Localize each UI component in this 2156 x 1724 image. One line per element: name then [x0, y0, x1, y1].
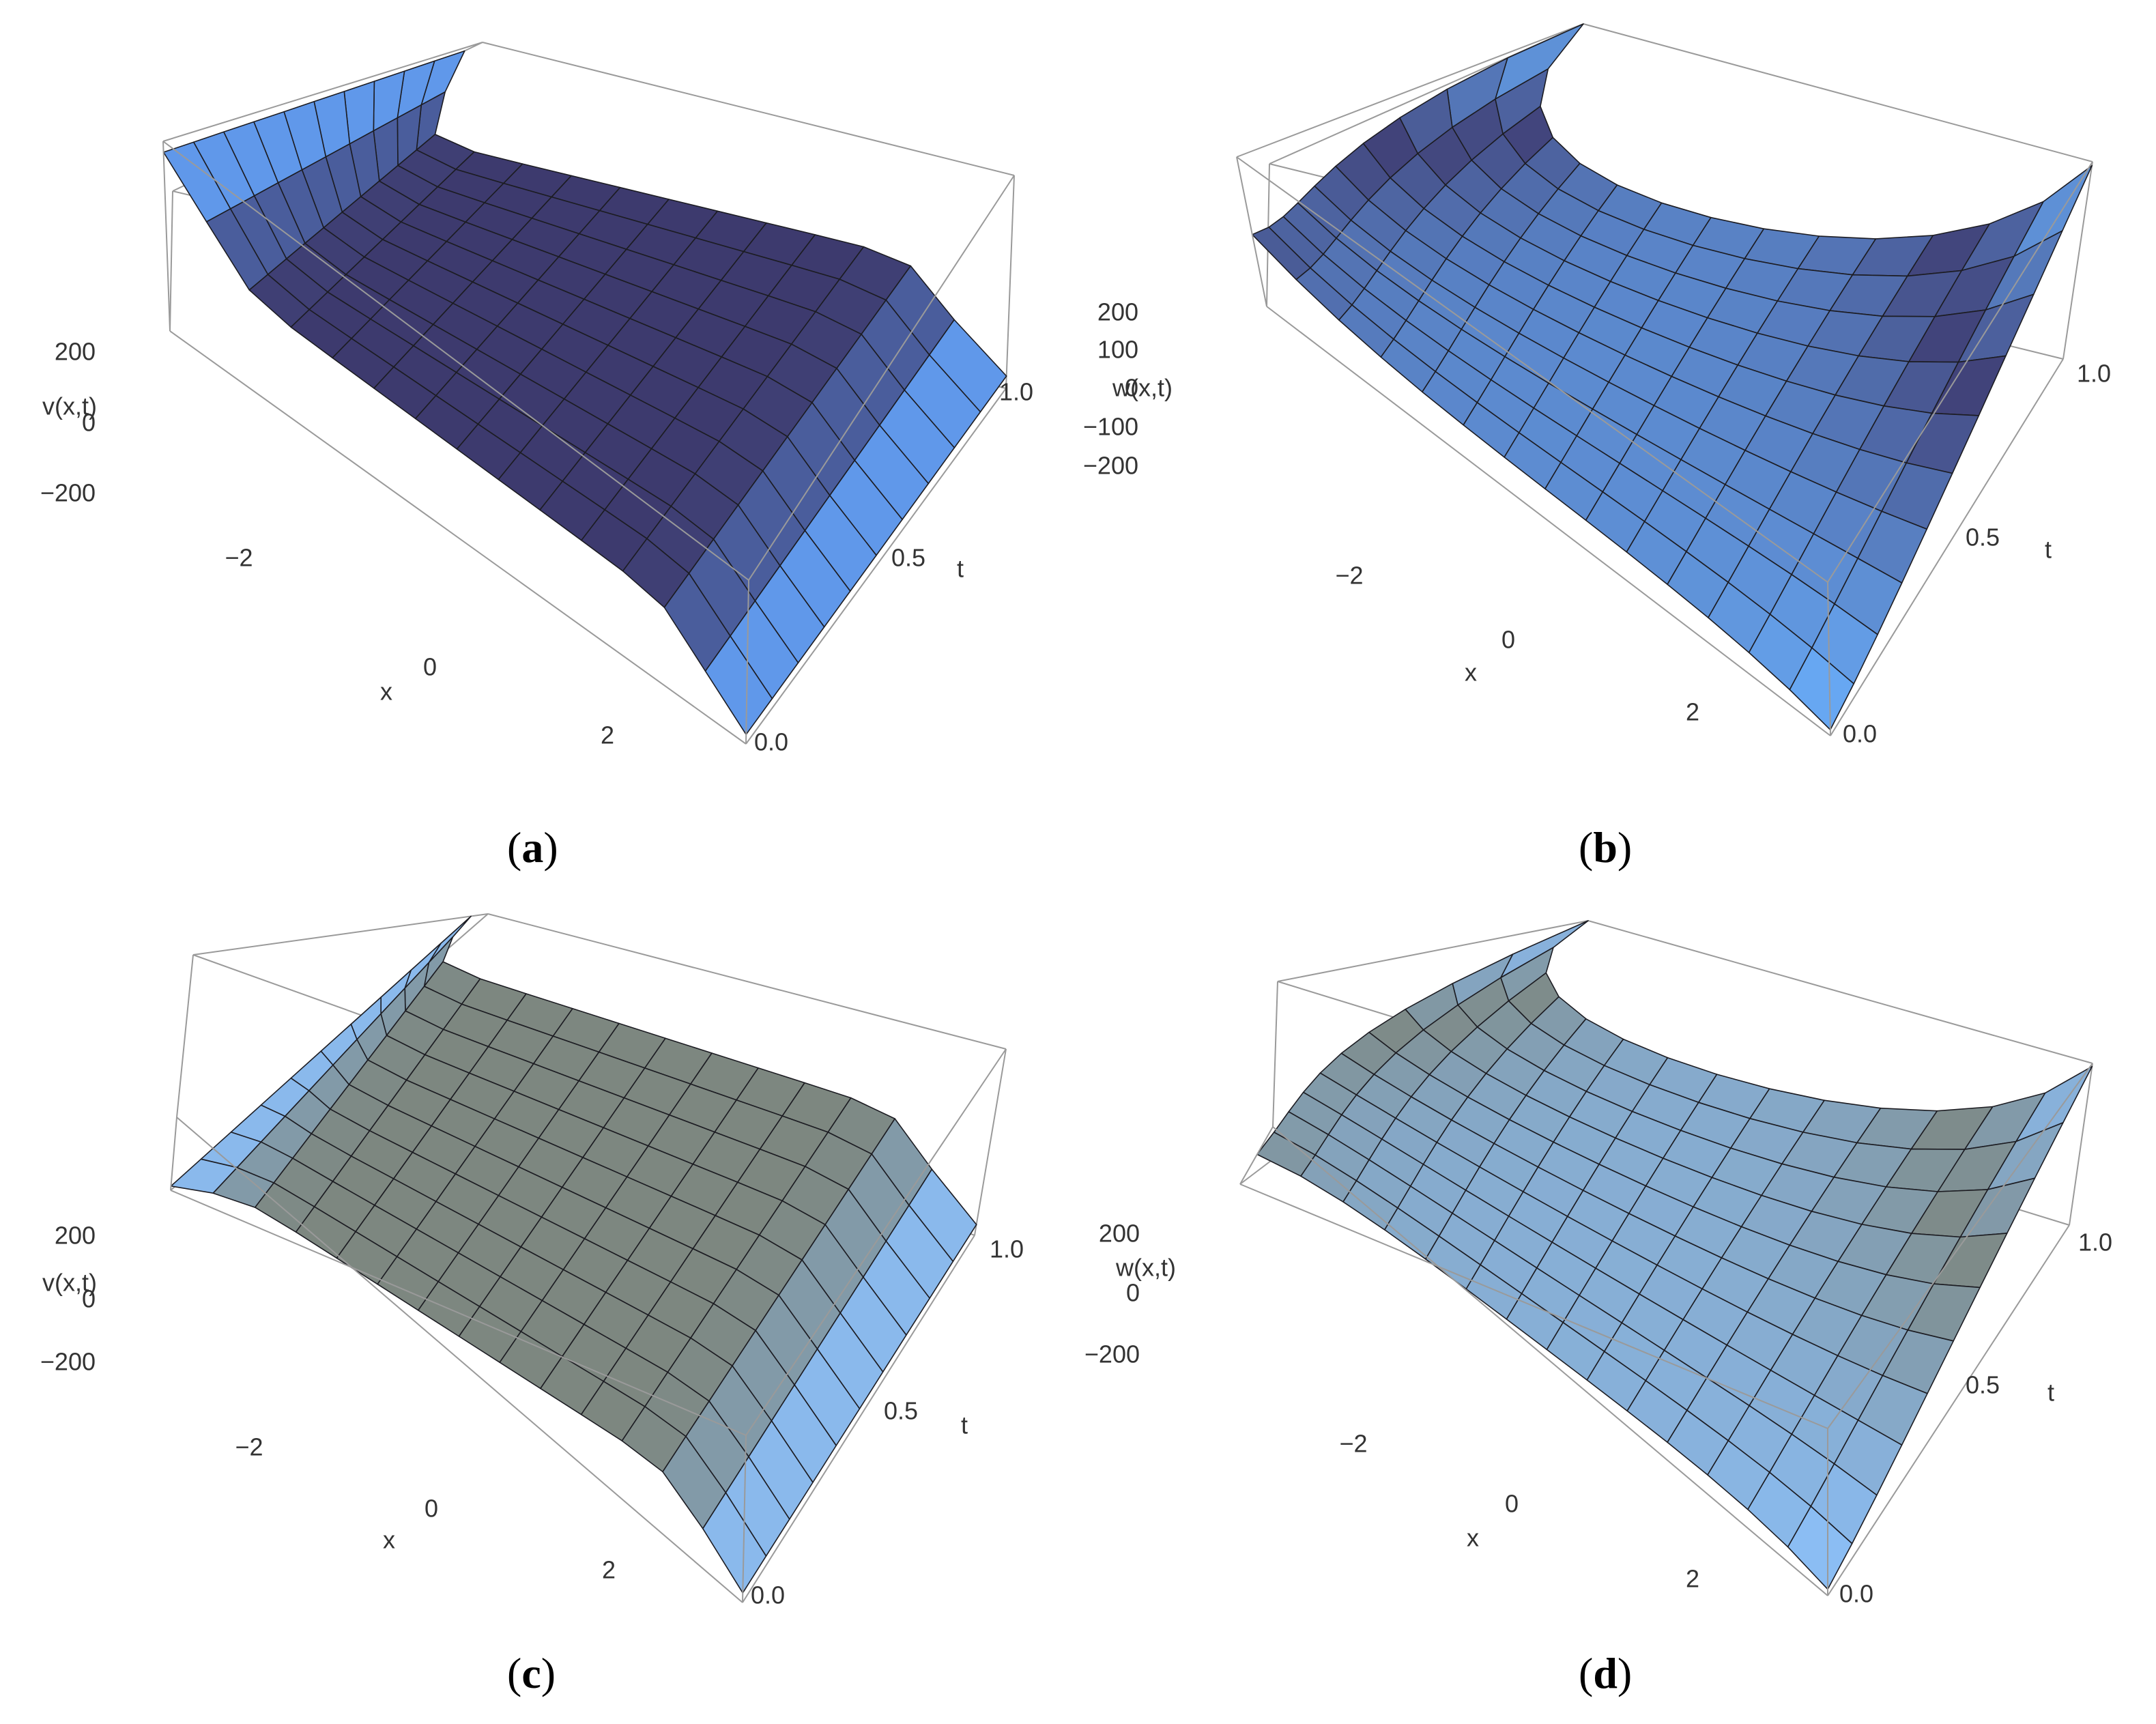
panel-label-c: (c) — [507, 1649, 556, 1697]
x-tick-label: 2 — [1686, 1565, 1699, 1593]
panel-label-a: (a) — [507, 823, 558, 872]
t-axis-label: t — [2047, 1379, 2054, 1407]
plot-b: 200 100 0 −100 −200 −2 0 2 0.0 0.5 1.0 w(x,t) x t — [1083, 23, 2111, 748]
z-axis-label: w(x,t) — [1112, 374, 1173, 402]
box-front-edges-c — [170, 1048, 1007, 1603]
t-tick-label: 1.0 — [999, 378, 1033, 406]
t-tick-label: 0.5 — [891, 544, 925, 572]
x-tick-label: 2 — [1686, 698, 1699, 726]
t-tick-label: 0.5 — [884, 1397, 918, 1425]
t-tick-label: 0.5 — [1966, 523, 2000, 551]
surface-a — [162, 50, 1007, 735]
x-tick-label: −2 — [225, 544, 253, 572]
t-tick-label: 1.0 — [990, 1235, 1024, 1263]
plot-a: 200 0 −200 −2 0 2 0.0 0.5 1.0 v(x,t) x t — [40, 42, 1033, 756]
x-axis-label: x — [380, 678, 392, 706]
x-tick-label: 0 — [425, 1495, 438, 1523]
z-tick-label: 200 — [55, 1222, 96, 1250]
z-tick-label: 200 — [1097, 298, 1138, 326]
z-tick-label: 200 — [55, 338, 96, 366]
z-tick-label: 0 — [1125, 374, 1138, 402]
t-tick-label: 0.5 — [1966, 1371, 2000, 1399]
z-tick-label: 200 — [1099, 1220, 1140, 1248]
plot-c: 200 0 −200 −2 0 2 0.0 0.5 1.0 v(x,t) x t — [40, 913, 1024, 1609]
x-tick-label: 0 — [423, 653, 437, 681]
plot-d: 200 0 −200 −2 0 2 0.0 0.5 1.0 w(x,t) x t — [1084, 920, 2112, 1608]
x-axis-label: x — [1465, 659, 1477, 687]
surface-patch — [1787, 1506, 1853, 1590]
x-axis-label: x — [1467, 1524, 1479, 1552]
z-tick-label: 0 — [1126, 1279, 1140, 1307]
box-front-edges-d — [1239, 1063, 2093, 1596]
t-tick-label: 0.0 — [754, 728, 788, 756]
t-tick-label: 0.0 — [751, 1581, 785, 1609]
z-tick-label: −200 — [1083, 452, 1138, 480]
surface-c — [170, 915, 977, 1594]
t-tick-label: 1.0 — [2078, 1229, 2112, 1256]
z-tick-label: −200 — [40, 479, 96, 507]
t-tick-label: 1.0 — [2077, 360, 2111, 388]
surface-patch — [702, 1492, 767, 1594]
panel-a: 200 0 −200 −2 0 2 0.0 0.5 1.0 v(x,t) x t (a) — [0, 0, 1078, 872]
surface-patch — [1789, 647, 1854, 731]
surface-patch — [704, 635, 773, 735]
x-tick-label: −2 — [235, 1433, 263, 1461]
z-tick-label: −200 — [40, 1348, 96, 1376]
z-tick-label: 0 — [82, 1285, 96, 1313]
x-tick-label: 2 — [602, 1556, 616, 1584]
panel-label-d: (d) — [1579, 1649, 1633, 1697]
z-axis-label: v(x,t) — [42, 1269, 97, 1297]
t-tick-label: 0.0 — [1843, 720, 1877, 748]
x-tick-label: −2 — [1339, 1430, 1367, 1458]
x-tick-label: 0 — [1505, 1490, 1519, 1518]
x-tick-label: −2 — [1335, 562, 1363, 590]
x-axis-label: x — [383, 1526, 395, 1554]
z-tick-label: −200 — [1084, 1340, 1140, 1368]
box-front-edges-b — [1236, 156, 2093, 736]
x-tick-label: 0 — [1501, 626, 1515, 654]
z-tick-label: 0 — [82, 409, 96, 437]
t-axis-label: t — [2045, 536, 2052, 564]
panel-label-b: (b) — [1579, 823, 1633, 872]
t-tick-label: 0.0 — [1839, 1580, 1873, 1608]
t-axis-label: t — [957, 555, 964, 583]
z-axis-label: v(x,t) — [42, 392, 97, 420]
panel-b: 200 100 0 −100 −200 −2 0 2 0.0 0.5 1.0 w(x,t) x t (b) — [1078, 0, 2156, 872]
panel-d: 200 0 −200 −2 0 2 0.0 0.5 1.0 w(x,t) x t (d) — [1078, 862, 2156, 1724]
surface-b — [1252, 23, 2093, 731]
z-axis-label: w(x,t) — [1115, 1254, 1176, 1282]
z-tick-label: −100 — [1083, 413, 1138, 441]
box-front-edges-a — [162, 141, 1015, 745]
x-tick-label: 2 — [601, 721, 614, 749]
surface-d — [1256, 920, 2093, 1590]
t-axis-label: t — [961, 1411, 968, 1439]
z-tick-label: 100 — [1097, 336, 1138, 364]
panel-c: 200 0 −200 −2 0 2 0.0 0.5 1.0 v(x,t) x t (c) — [0, 862, 1078, 1724]
